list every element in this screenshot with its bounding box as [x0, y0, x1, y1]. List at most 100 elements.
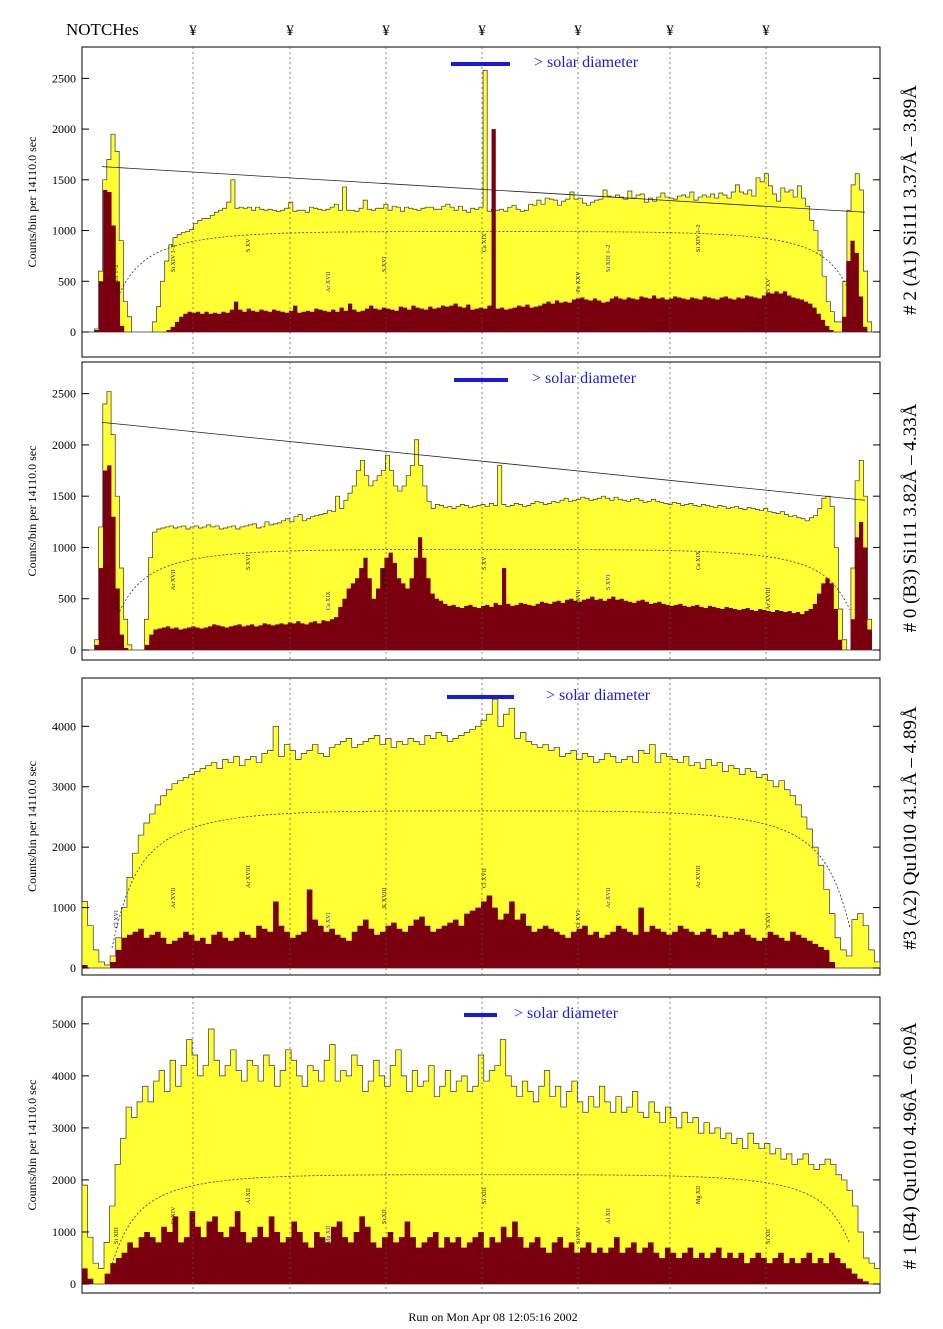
y-tick-label: 2500	[52, 387, 76, 401]
line-id-label: Ar XVII	[606, 888, 612, 909]
y-axis-label: Counts/bin per 14110.0 sec	[25, 446, 39, 577]
y-tick-label: 2500	[52, 71, 76, 85]
solar-diameter-label: > solar diameter	[534, 54, 639, 71]
notch-symbol-7: ¥	[762, 23, 770, 39]
y-tick-label: 2000	[52, 122, 76, 136]
y-tick-label: 0	[70, 961, 76, 975]
y-axis-label: Counts/bin per 14110.0 sec	[25, 1080, 39, 1211]
solar-diameter-label: > solar diameter	[546, 687, 651, 704]
notches-label: NOTCHes	[66, 20, 139, 39]
line-id-label: Si XIV 1–2	[696, 224, 702, 252]
detector-label: # 2 (A1) Si111 3.37Å – 3.89Å	[900, 85, 921, 315]
total-counts-histogram	[82, 391, 880, 651]
y-tick-label: 2000	[52, 1173, 76, 1187]
y-tick-label: 1500	[52, 489, 76, 503]
panel-4: Si XIII Si XIV Al XII Mg XII Si XII Si XIII Si…	[25, 996, 921, 1294]
line-id-label: S XV	[114, 596, 120, 610]
line-id-label: Si XIII	[482, 1187, 488, 1204]
y-tick-label: 3000	[52, 780, 76, 794]
line-id-label: Ar XVII	[326, 272, 332, 293]
line-id-label: S XV	[482, 556, 488, 570]
line-id-label: S XVI	[382, 256, 388, 272]
notch-symbol-2: ¥	[286, 23, 294, 39]
notch-symbol-5: ¥	[574, 23, 582, 39]
y-tick-label: 2000	[52, 840, 76, 854]
y-tick-label: 1000	[52, 540, 76, 554]
line-id-label: Ar XVII	[171, 570, 177, 591]
total-counts-histogram	[82, 69, 880, 333]
line-id-label: S XVI	[766, 912, 772, 928]
y-tick-label: 1500	[52, 173, 76, 187]
total-counts-histogram	[81, 1028, 881, 1285]
y-tick-label: 4000	[52, 719, 76, 733]
model-curve	[111, 549, 851, 631]
background-counts-histogram	[82, 889, 880, 968]
y-tick-label: 500	[58, 274, 76, 288]
line-id-label: S XVI	[326, 912, 332, 928]
notch-symbol-4: ¥	[478, 23, 486, 39]
panel-1: Si XIII 1–2 Si XIV 1–2 S XV Ar XVII S XVI Ca …	[25, 46, 921, 358]
line-id-label: Ca XIX	[696, 551, 702, 570]
detector-label: # 0 (B3) Si111 3.82Å – 4.33Å	[900, 403, 921, 632]
y-tick-label: 0	[70, 1277, 76, 1291]
trend-line	[101, 421, 866, 501]
solar-diameter-label: > solar diameter	[514, 1005, 619, 1022]
detector-label: #3 (A2) Qu1010 4.31Å – 4.89Å	[900, 706, 921, 950]
notch-symbol-6: ¥	[666, 23, 674, 39]
panel-2: S XV Ar XVII S XVI Ca XIX Ar XVIII S XV Ar XVI…	[25, 361, 921, 661]
line-id-label: Al XII	[246, 1188, 252, 1204]
line-id-label: Mg XII	[326, 1226, 332, 1244]
line-id-label: Si XIV	[576, 1226, 582, 1244]
notch-symbol-3: ¥	[382, 23, 390, 39]
line-id-label: Si XIII	[114, 1227, 120, 1244]
y-axis-label: Counts/bin per 14110.0 sec	[25, 761, 39, 892]
line-id-label: Ca XIX	[482, 233, 488, 252]
y-tick-label: 2000	[52, 438, 76, 452]
line-id-label: Ca XIX	[326, 591, 332, 610]
y-tick-label: 500	[58, 592, 76, 606]
y-tick-label: 5000	[52, 1017, 76, 1031]
line-id-label: S XV	[246, 238, 252, 252]
detector-label: # 1 (B4) Qu1010 4.96Å – 6.09Å	[900, 1022, 921, 1269]
line-id-label: Si XIV	[171, 1206, 177, 1224]
line-id-label: Ar XVIII	[246, 866, 252, 889]
line-id-label: S XVI	[246, 554, 252, 570]
run-timestamp: Run on Mon Apr 08 12:05:16 2002	[408, 1310, 577, 1324]
line-id-label: Si XIII 1–2	[606, 245, 612, 272]
model-curve	[111, 231, 851, 313]
line-id-label: Ar XVIII	[766, 588, 772, 611]
y-tick-label: 1000	[52, 224, 76, 238]
line-id-label: Al XII	[606, 1208, 612, 1224]
total-counts-histogram	[81, 698, 881, 969]
background-counts-histogram	[82, 465, 880, 650]
line-id-label: Ar XVII	[576, 590, 582, 611]
y-tick-label: 1000	[52, 1225, 76, 1239]
line-id-label: Cl XVII	[482, 868, 488, 888]
line-id-label: Si XII	[382, 1209, 388, 1224]
line-id-label: S XV	[766, 278, 772, 292]
line-id-label: Ar XVIII	[382, 568, 388, 591]
line-id-label: Si XIV 1–2	[171, 244, 177, 272]
notch-marks: ¥ ¥ ¥ ¥ ¥ ¥ ¥	[189, 23, 770, 39]
trend-line	[101, 166, 866, 213]
line-id-label: Ar XVII	[171, 888, 177, 909]
line-id-label: Ar XVIII	[696, 866, 702, 889]
line-id-label: S XVI	[606, 574, 612, 590]
line-id-label: Fe XXV	[576, 271, 582, 292]
line-id-label: K XVIII	[382, 888, 388, 909]
background-counts-histogram	[82, 129, 880, 332]
model-curve	[111, 810, 851, 949]
y-axis-label: Counts/bin per 14110.0 sec	[25, 137, 39, 268]
line-id-label: Si XII	[766, 1229, 772, 1244]
solar-diameter-label: > solar diameter	[532, 370, 637, 387]
line-id-label: Cl XVI	[576, 910, 582, 928]
background-counts-histogram	[82, 1211, 880, 1284]
y-tick-label: 3000	[52, 1121, 76, 1135]
y-tick-label: 1000	[52, 901, 76, 915]
panel-3: Cl XVI Ar XVII Ar XVIII S XVI K XVIII Cl XVII…	[25, 677, 921, 976]
line-id-label: Cl XVI	[114, 910, 120, 928]
y-tick-label: 0	[70, 325, 76, 339]
notch-symbol-1: ¥	[189, 23, 197, 39]
line-id-label: Si XIII 1–2	[114, 265, 120, 292]
